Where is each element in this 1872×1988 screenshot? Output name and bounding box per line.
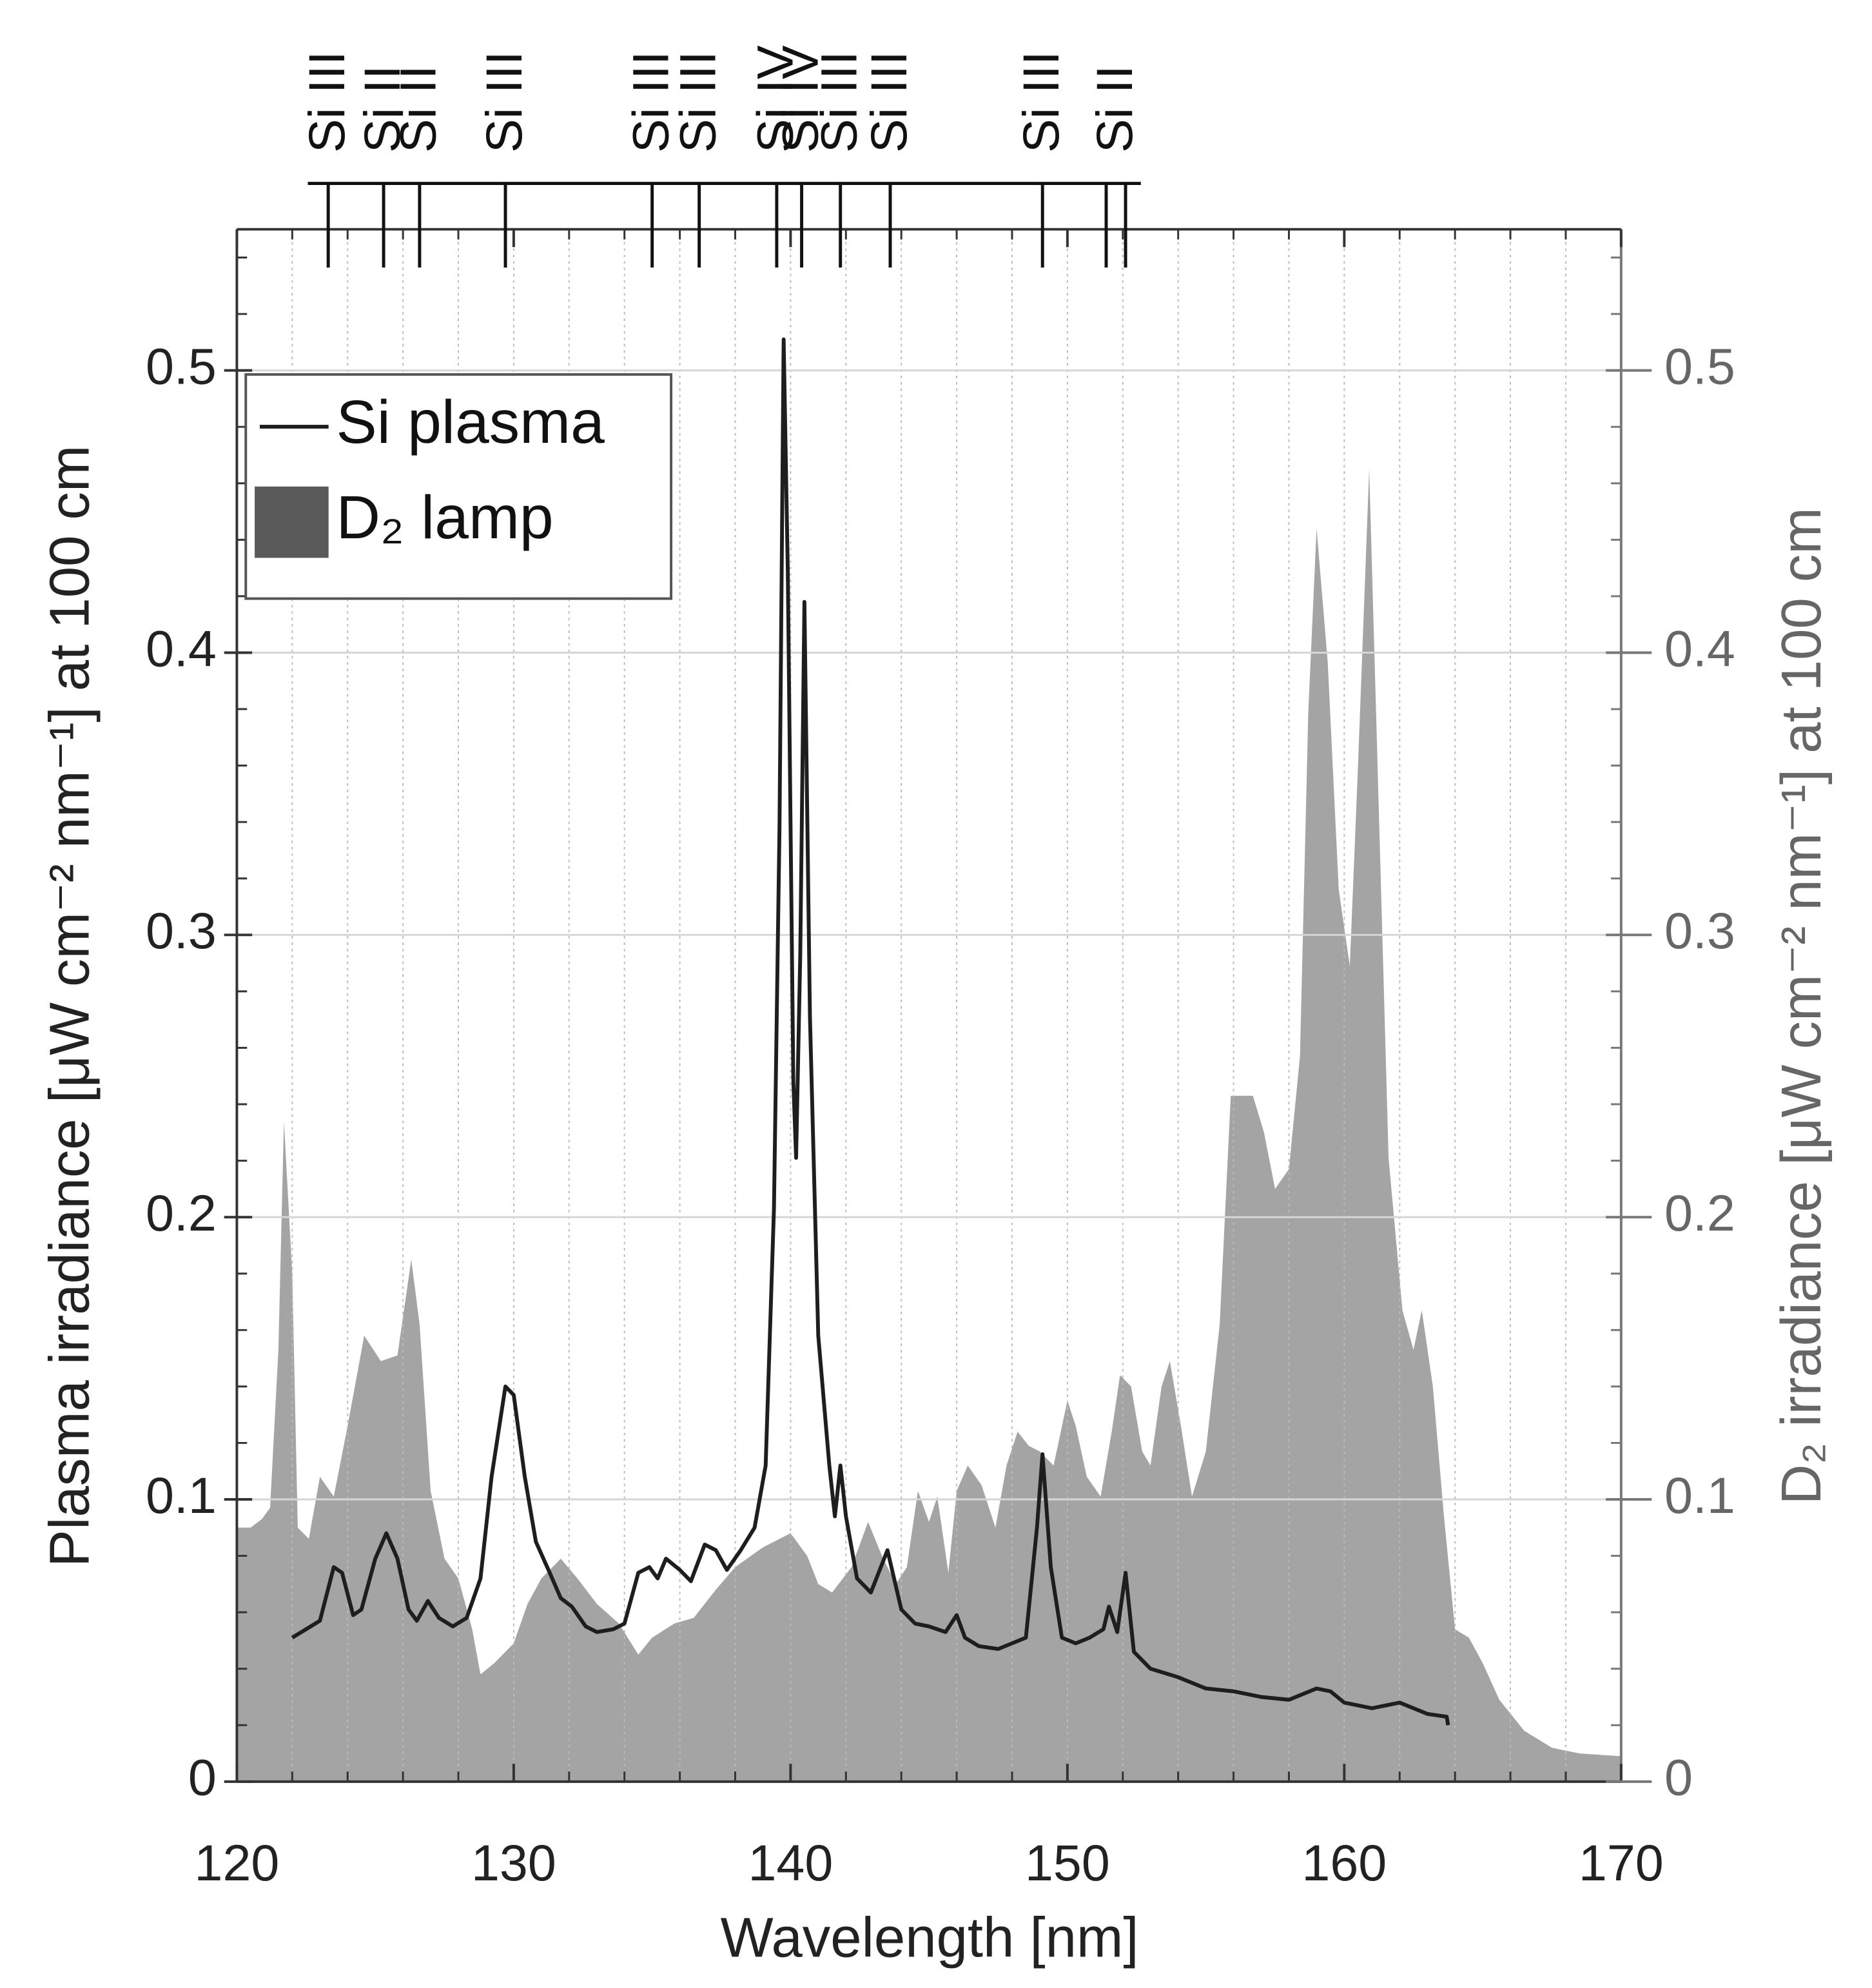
y-tick-label: 0.2 <box>146 1184 217 1242</box>
y2-tick-label: 0.3 <box>1664 902 1735 959</box>
y-tick-label: 0 <box>188 1749 217 1806</box>
area <box>237 469 1621 1782</box>
y-tick-label: 0.5 <box>146 338 217 395</box>
x-tick-label: 150 <box>1025 1834 1110 1891</box>
y-tick-label: 0.1 <box>146 1467 217 1524</box>
line-id-label: Si III <box>475 51 532 153</box>
x-tick-label: 170 <box>1579 1834 1664 1891</box>
line-id-label: Si III <box>668 51 726 153</box>
x-tick-label: 130 <box>471 1834 556 1891</box>
grid-layer <box>236 229 1622 1783</box>
legend-label: Si plasma <box>336 388 605 456</box>
line-id-label: Si II <box>353 65 411 153</box>
line-id-label: Si III <box>621 51 679 153</box>
line-id-label: Si IV <box>771 45 828 153</box>
line-id-label: Si II <box>1086 65 1143 153</box>
y2-tick-label: 0.2 <box>1664 1184 1735 1242</box>
line-id-label: Si III <box>810 51 868 153</box>
legend-label: D₂ lamp <box>336 483 554 552</box>
area-layer <box>237 469 1621 1782</box>
legend: Si plasma D₂ lamp <box>244 373 673 600</box>
line-id-label: Si III <box>1012 51 1069 153</box>
y2-axis-label: D₂ irradiance [μW cm⁻² nm⁻¹] at 100 cm <box>1770 507 1833 1505</box>
y-axis-label: Plasma irradiance [μW cm⁻² nm⁻¹] at 100 … <box>39 445 101 1567</box>
line-id-label: Si III <box>298 51 355 153</box>
x-tick-label: 120 <box>195 1834 280 1891</box>
x-axis-label: Wavelength [nm] <box>721 1907 1139 1969</box>
y-tick-label: 0.3 <box>146 902 217 959</box>
y2-tick-label: 0.1 <box>1664 1467 1735 1524</box>
x-tick-label: 160 <box>1302 1834 1387 1891</box>
line-id-label: Si II <box>389 65 447 153</box>
line-id-label: Si III <box>860 51 917 153</box>
line-id-label: Si IV <box>746 45 804 153</box>
x-tick-label: 140 <box>748 1834 833 1891</box>
main-layer: 120 130 140 150 160 17000.10.20.30.40.500.10.… <box>146 45 1735 1891</box>
legend-swatch <box>255 486 329 558</box>
line <box>291 337 1450 1726</box>
y2-tick-label: 0 <box>1664 1749 1693 1806</box>
y-tick-label: 0.4 <box>146 619 217 677</box>
y2-tick-label: 0.5 <box>1664 338 1735 395</box>
y2-tick-label: 0.4 <box>1664 619 1735 677</box>
